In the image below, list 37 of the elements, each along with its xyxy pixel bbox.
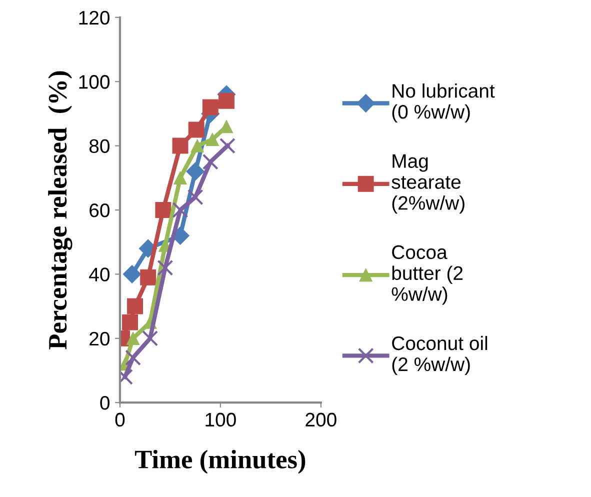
legend-label: No lubricant (0 %w/w) [392,83,495,123]
point [125,350,142,366]
point [206,132,220,146]
y-axis-title: Percentage released (%) [48,71,72,350]
point [174,171,187,184]
point [122,314,138,330]
x-tick-label: 0 [115,412,125,427]
y-tick-label: 80 [89,139,110,154]
point [202,154,218,170]
x-tick-label: 200 [306,412,336,427]
legend-label: Coconut oil (2 %w/w) [392,336,488,375]
y-tick-label: 0 [100,396,110,410]
x-tick-label: 100 [206,412,236,427]
point [126,332,140,345]
y-tick-label: 40 [89,268,110,282]
legend-label: Cocoa butter (2 %w/w) [392,245,463,305]
point [186,162,205,181]
point [172,202,188,218]
point [219,138,236,154]
point [202,99,218,116]
point [172,138,188,154]
point [188,122,204,138]
point [155,202,172,218]
point [142,330,158,346]
point [187,189,204,206]
point [157,260,174,276]
point [218,92,234,109]
y-tick-label: 120 [79,10,110,25]
point [140,269,156,286]
y-tick-label: 60 [90,203,110,218]
legend-label: Mag stearate (2%w/w) [392,154,464,214]
y-tick-label: 100 [79,75,110,89]
y-tick-label: 20 [90,332,110,346]
point [127,298,144,314]
x-axis-title: Time (minutes) [134,450,306,474]
point [122,264,142,284]
point [190,139,204,152]
